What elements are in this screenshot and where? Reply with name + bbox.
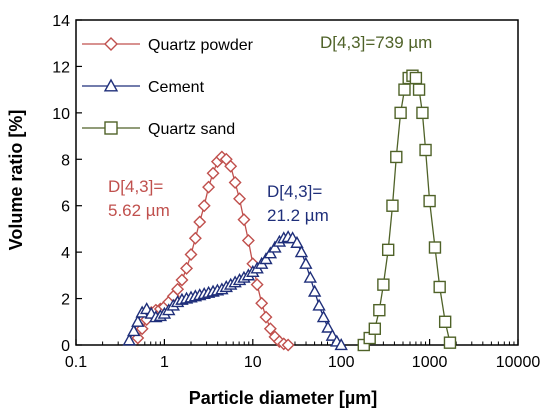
data-point [334,338,348,351]
data-point [443,336,457,349]
series-layer [122,69,457,352]
data-point [398,83,411,96]
annotations: D[4,3]= 5.62 µm D[4,3]= 21.2 µm D[4,3]=739 µ… [108,33,432,225]
data-point [433,280,446,294]
data-point [263,322,277,336]
x-axis-label: Particle diameter [µm] [189,388,377,408]
data-point [381,243,395,257]
data-point [237,213,251,227]
data-point [321,320,335,333]
data-point [290,235,304,248]
data-point [377,278,390,291]
data-point [307,284,322,297]
y-tick-label: 4 [61,245,70,262]
x-tick-label: 0.1 [65,354,87,371]
annotation-text: 5.62 µm [108,201,170,220]
data-point [171,282,185,296]
data-point [386,199,399,212]
plot-border [75,19,519,346]
data-point [233,192,247,206]
x-tick-label: 1 [160,354,169,371]
data-point [281,338,295,352]
series-square [357,69,457,352]
annotation-text: D[4,3]= [108,177,163,196]
annotation-text: D[4,3]= [267,182,322,201]
legend: Quartz powder Cement Quartz sand [82,37,254,138]
y-tick-label: 10 [52,106,70,123]
data-point [175,273,189,287]
legend-label: Quartz powder [148,37,254,54]
data-point [316,310,331,323]
data-point [241,234,255,248]
data-point [373,303,386,317]
data-point [419,143,432,157]
data-point [193,215,207,229]
data-point [416,106,429,120]
data-point [409,71,423,85]
data-point [127,324,141,337]
data-point [263,246,278,259]
data-point [228,176,242,189]
data-point [255,296,269,310]
data-point [303,270,317,283]
data-point [131,314,145,327]
y-axis-label: Volume ratio [%] [6,110,26,251]
y-tick-label: 0 [61,338,70,355]
series-line [128,236,342,346]
data-point [184,247,198,261]
y-axis: 0 2 4 6 8 10 12 14 [52,13,82,355]
data-point [259,252,273,265]
plot-area [75,19,519,346]
data-point [412,83,426,96]
data-point [294,245,309,258]
legend-label: Quartz sand [148,121,235,138]
data-point [423,194,436,208]
data-point [250,278,264,292]
series-triangle [122,230,348,351]
data-point [259,310,273,324]
data-point [438,315,452,328]
data-point [197,199,211,213]
data-point [122,333,136,346]
y-tick-label: 2 [61,292,70,309]
data-point [368,322,382,335]
data-point [188,231,202,245]
data-point [224,159,238,173]
x-tick-label: 10000 [496,354,541,371]
data-point [428,241,442,254]
data-point [206,166,220,180]
legend-label: Cement [148,79,205,96]
data-point [390,150,403,164]
data-point [394,106,407,120]
y-tick-label: 8 [61,152,70,169]
legend-marker [103,78,119,92]
annotation-text: D[4,3]=739 µm [320,33,432,52]
x-tick-label: 100 [328,354,355,371]
y-tick-label: 14 [52,13,70,30]
annotation-text: 21.2 µm [267,206,329,225]
data-point [202,180,216,194]
x-axis: 0.1 1 10 100 1000 10000 [65,339,540,371]
x-tick-label: 10 [244,354,262,371]
data-point [268,240,282,253]
y-tick-label: 12 [52,59,70,76]
legend-marker [104,37,118,51]
data-point [312,298,326,311]
data-point [180,261,194,275]
y-tick-label: 6 [61,199,70,216]
x-tick-label: 1000 [412,354,448,371]
data-point [299,256,313,269]
legend-marker [104,121,118,135]
